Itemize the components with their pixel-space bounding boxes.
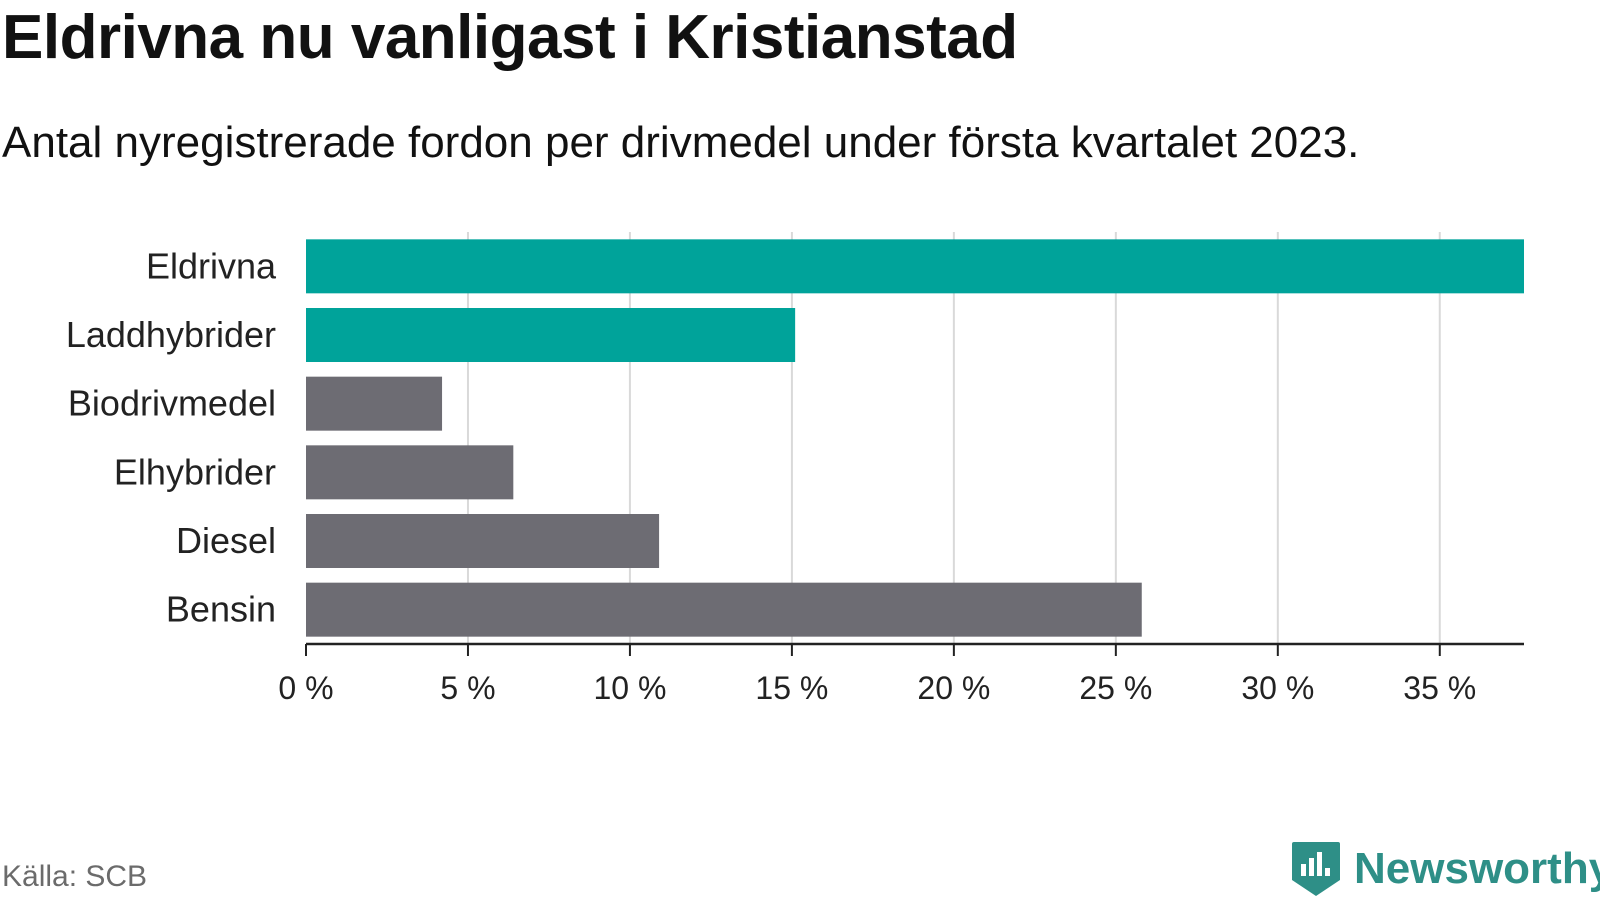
x-tick-label: 5 %	[440, 670, 495, 706]
x-tick-label: 10 %	[593, 670, 666, 706]
bars	[306, 239, 1524, 637]
bar	[306, 239, 1524, 294]
category-label: Bensin	[166, 589, 276, 630]
x-tick-label: 30 %	[1241, 670, 1314, 706]
category-label: Diesel	[176, 520, 276, 561]
bar	[306, 445, 514, 500]
bar	[306, 582, 1142, 637]
chart-title: Eldrivna nu vanligast i Kristianstad	[2, 3, 1018, 72]
bar	[306, 514, 660, 568]
category-label: Laddhybrider	[66, 314, 276, 355]
source-label: Källa: SCB	[2, 860, 148, 893]
category-labels: Eldrivna Laddhybrider Biodrivmedel Elhybrid…	[66, 245, 277, 629]
x-tick-label: 25 %	[1079, 670, 1152, 706]
x-tick-label: 0 %	[278, 670, 333, 706]
x-tick-label: 20 %	[917, 670, 990, 706]
x-axis: 0 % 5 % 10 % 15 % 20 % 25 % 30 % 35 %	[278, 642, 1524, 706]
newsworthy-logo-icon	[1292, 842, 1340, 896]
grid-lines	[466, 232, 1441, 644]
category-label: Biodrivmedel	[68, 383, 276, 424]
newsworthy-logo: Newsworthy	[1290, 840, 1600, 898]
category-label: Eldrivna	[146, 245, 277, 286]
chart-subtitle: Antal nyregistrerade fordon per drivmede…	[2, 118, 1360, 167]
category-label: Elhybrider	[114, 451, 276, 492]
brand-name: Newsworthy	[1354, 844, 1600, 893]
bar	[306, 308, 796, 362]
x-tick-label: 35 %	[1403, 670, 1476, 706]
x-tick-label: 15 %	[755, 670, 828, 706]
bar	[306, 376, 443, 431]
